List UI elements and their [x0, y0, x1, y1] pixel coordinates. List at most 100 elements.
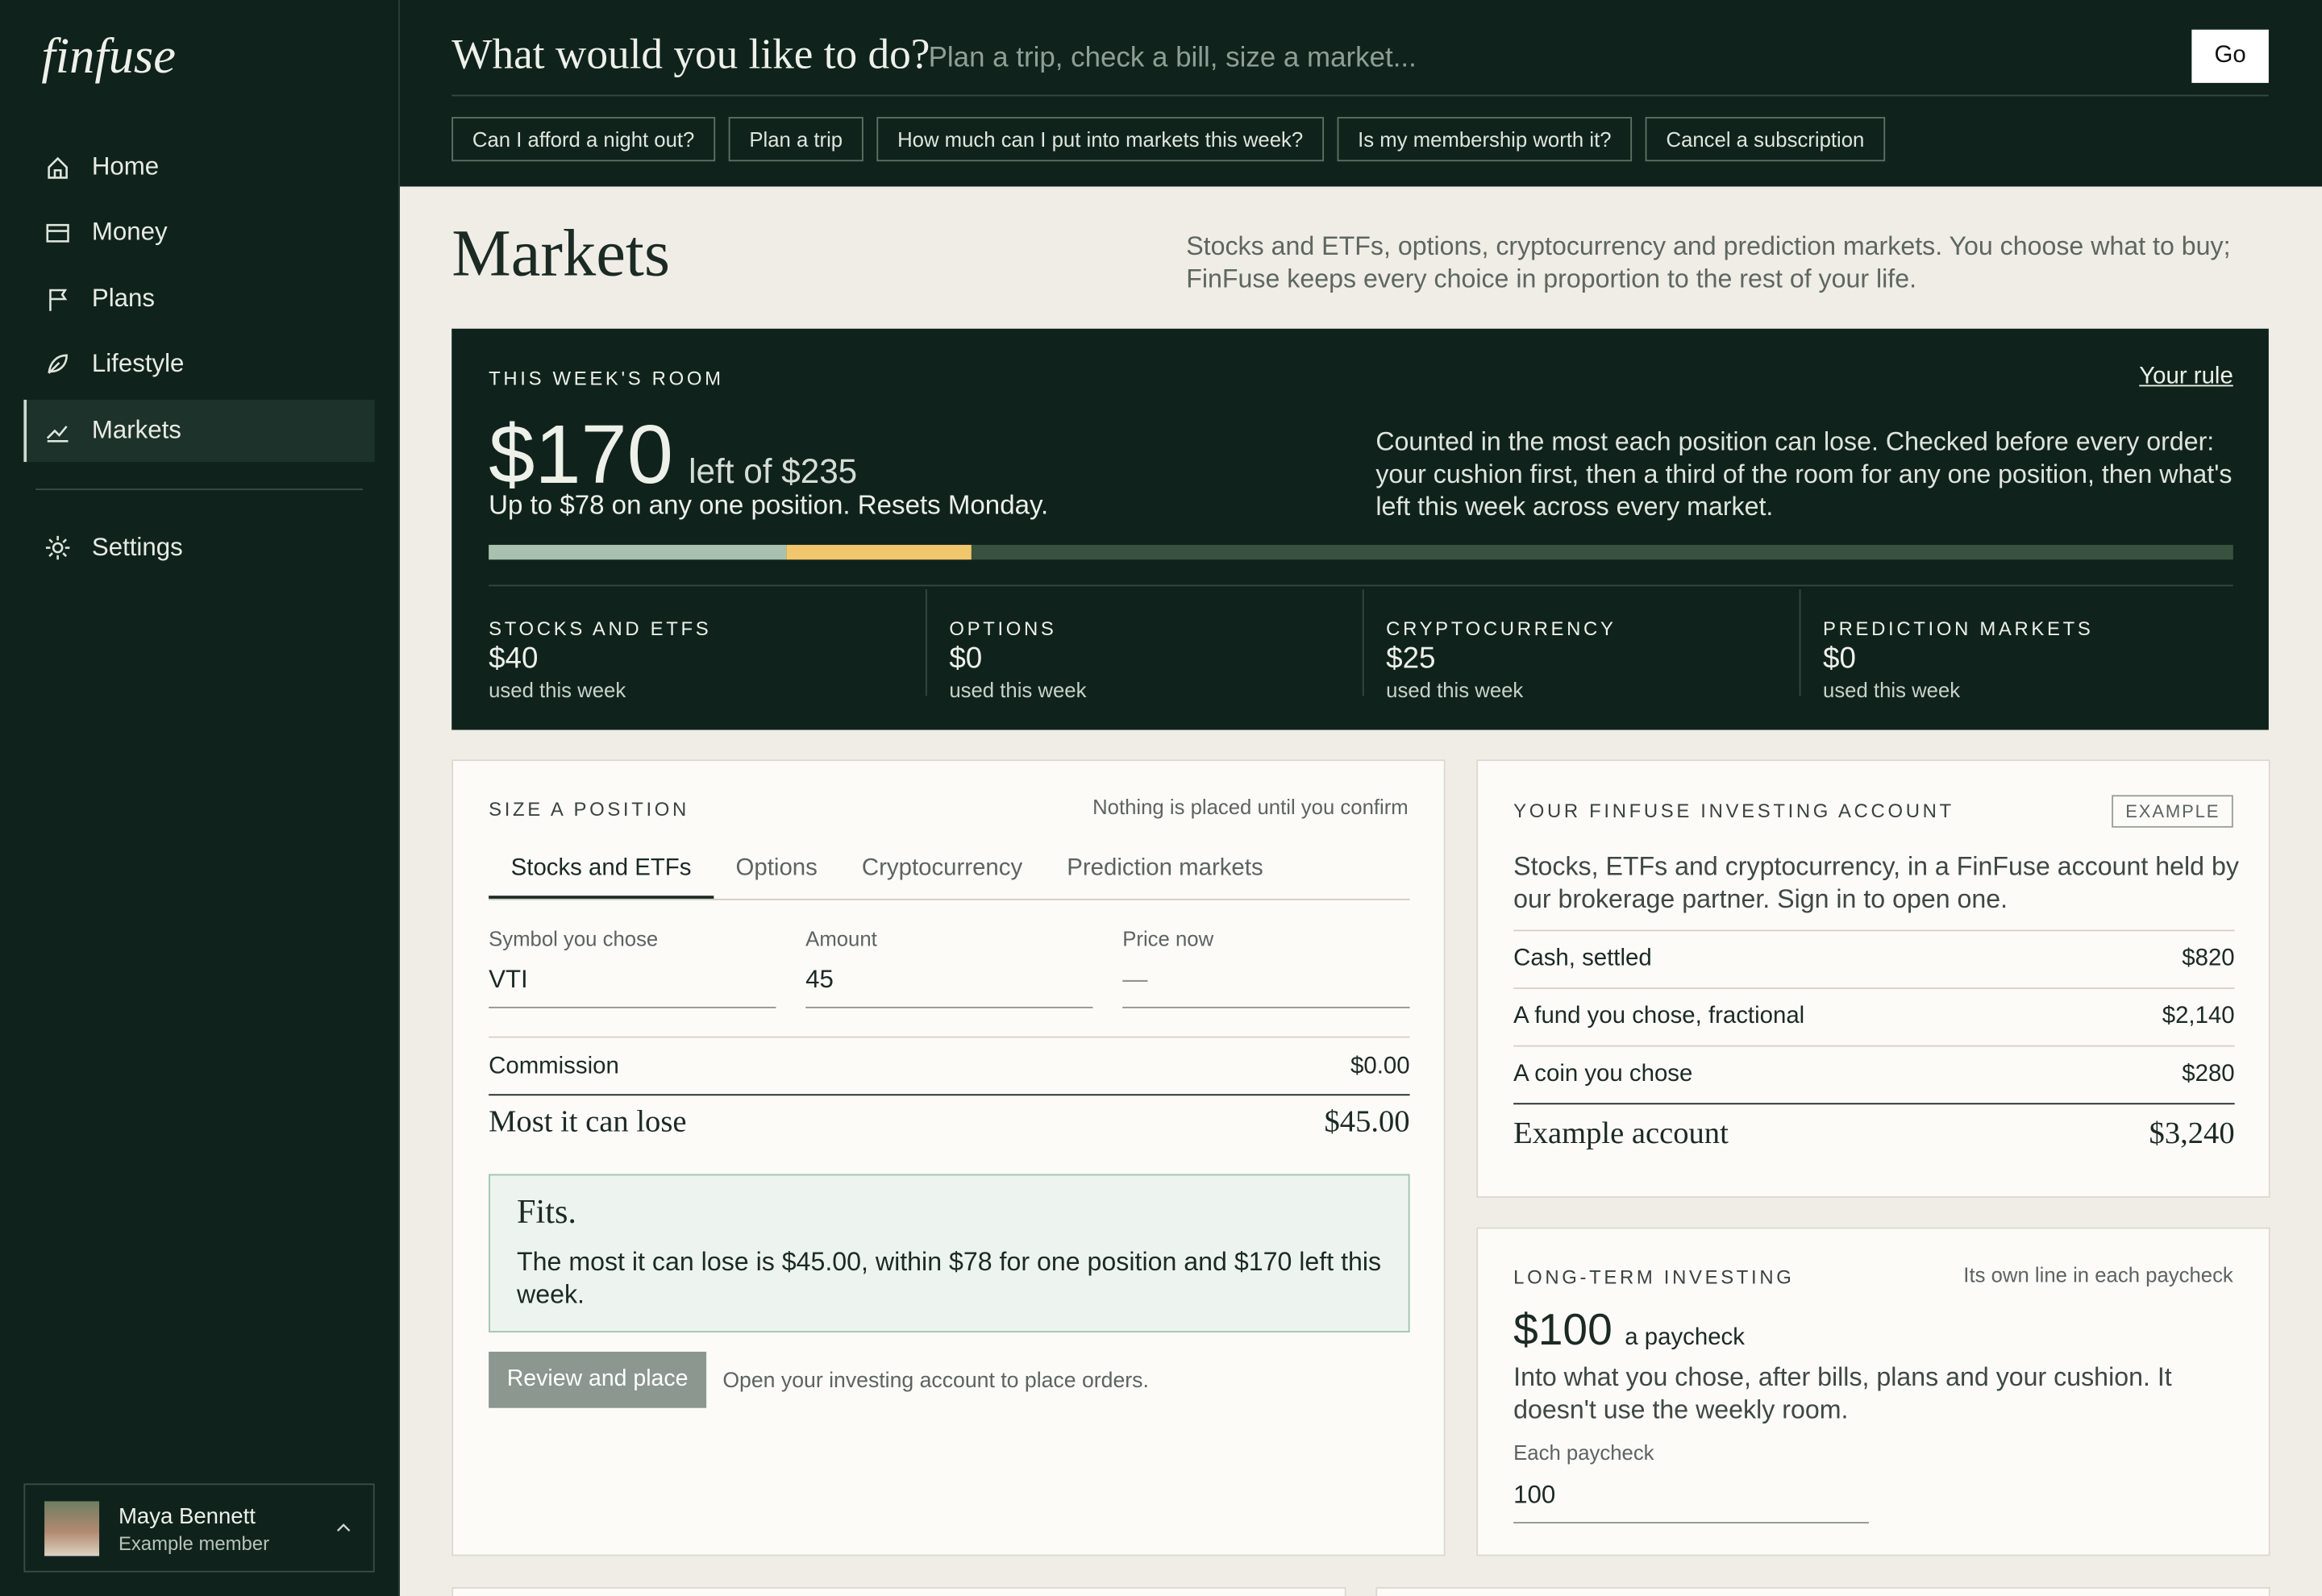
sidebar: finfuse Maya Bennett Example member Home…: [0, 0, 400, 1596]
nav-icon: [46, 223, 69, 243]
nav-icon: [48, 354, 68, 374]
longterm-label: LONG-TERM INVESTING: [1513, 1266, 1795, 1288]
suggestion-chip[interactable]: Plan a trip: [728, 117, 863, 162]
nav-item[interactable]: Plans: [23, 268, 374, 330]
logo[interactable]: finfuse: [41, 29, 176, 85]
account-row: A fund you chose, fractional $2,140: [1513, 987, 2235, 1045]
account-card: YOUR FINFUSE INVESTING ACCOUNT EXAMPLE S…: [1476, 759, 2270, 1198]
room-link[interactable]: Your rule: [2139, 364, 2233, 390]
suggestion-chip[interactable]: Cancel a subscription: [1645, 117, 1886, 162]
nav-item[interactable]: Money: [23, 202, 374, 264]
field: Symbol you chose VTI: [489, 927, 776, 1008]
most-label: Most it can lose: [489, 1103, 687, 1139]
room-left: $170 left of $235: [489, 405, 857, 501]
page-intro: Stocks and ETFs, options, cryptocurrency…: [1186, 231, 2231, 293]
longterm-note: Its own line in each paycheck: [1963, 1262, 2233, 1287]
nav-item[interactable]: Home: [23, 136, 374, 198]
user-role: Example member: [118, 1532, 270, 1555]
market-column: CRYPTOCURRENCY $25 used this week: [1362, 589, 1800, 702]
tab[interactable]: Options: [735, 855, 818, 881]
tab[interactable]: Prediction markets: [1067, 855, 1263, 881]
nav-label: Lifestyle: [91, 349, 185, 378]
nav-icon: [48, 156, 68, 179]
room-bar: [489, 544, 2233, 560]
row-label: Cash, settled: [1513, 946, 1652, 971]
longterm-amount: $100: [1513, 1306, 1612, 1355]
room-label: THIS WEEK'S ROOM: [489, 367, 724, 390]
size-label: SIZE A POSITION: [489, 798, 689, 821]
market-amount: $0: [1823, 642, 1856, 675]
account-total: Example account $3,240: [1513, 1115, 2234, 1152]
place-button[interactable]: Review and place: [489, 1351, 707, 1408]
suggestion-chip[interactable]: How much can I put into markets this wee…: [876, 117, 1324, 162]
room-amount: $170: [489, 407, 673, 501]
most-value: $45.00: [1324, 1103, 1410, 1139]
suggestion-chip[interactable]: Can I afford a night out?: [452, 117, 716, 162]
nav-label: Markets: [91, 416, 181, 445]
nav-item[interactable]: Lifestyle: [23, 333, 374, 395]
next-card: [1375, 1586, 2270, 1596]
longterm-text: Into what you chose, after bills, plans …: [1513, 1361, 2172, 1424]
nav-item[interactable]: Markets: [23, 399, 375, 463]
account-label: YOUR FINFUSE INVESTING ACCOUNT: [1513, 799, 1954, 822]
field-input[interactable]: —: [1122, 966, 1410, 1008]
account-rows: Cash, settled $820 A fund you chose, fract…: [1513, 929, 2235, 1152]
commission-value: $0.00: [1350, 1054, 1410, 1079]
market-column: STOCKS AND ETFS $40 used this week: [489, 589, 926, 702]
suggestions: Can I afford a night out? Plan a trip How …: [452, 117, 1898, 162]
ask-divider: [452, 94, 2269, 97]
market-amount: $0: [949, 642, 983, 675]
account-row: Cash, settled $820: [1513, 929, 2235, 987]
nav-label: Settings: [91, 533, 183, 562]
nav-item[interactable]: Settings: [23, 517, 374, 579]
row-value: $2,140: [2162, 1004, 2235, 1029]
page-title: Markets: [452, 216, 671, 291]
fits-box: Fits. The most it can lose is $45.00, wi…: [489, 1174, 1410, 1333]
ask-input[interactable]: Plan a trip, check a bill, size a market…: [928, 43, 1417, 74]
market-column: OPTIONS $0 used this week: [925, 589, 1363, 702]
field-label: Price now: [1122, 926, 1214, 951]
field-label: Symbol you chose: [489, 926, 659, 951]
fits-title: Fits.: [517, 1193, 577, 1231]
market-amount: $40: [489, 642, 539, 675]
nav-icon: [46, 426, 69, 443]
market-name: CRYPTOCURRENCY: [1386, 617, 1617, 640]
field-input[interactable]: 45: [805, 966, 1093, 1008]
go-button[interactable]: Go: [2191, 29, 2269, 83]
market-name: OPTIONS: [949, 617, 1057, 640]
tabs: Stocks and ETFs Options Cryptocurrency Pred…: [489, 847, 1410, 900]
next-card: [452, 1586, 1346, 1596]
user-menu[interactable]: Maya Bennett Example member: [23, 1483, 375, 1573]
place-note: Open your investing account to place ord…: [722, 1369, 1149, 1394]
longterm-input[interactable]: 100: [1513, 1481, 1869, 1524]
nav-icon: [45, 535, 70, 560]
market-note: used this week: [949, 678, 1087, 702]
row-value: $820: [2182, 946, 2235, 971]
nav-label: Money: [91, 218, 168, 246]
chevron: [336, 1523, 351, 1532]
market-note: used this week: [1386, 678, 1524, 702]
suggestion-chip[interactable]: Is my membership worth it?: [1337, 117, 1633, 162]
field-input[interactable]: VTI: [489, 966, 776, 1008]
bar-remaining: [971, 544, 2233, 560]
row-label: A fund you chose, fractional: [1513, 1004, 1805, 1029]
market-name: PREDICTION MARKETS: [1823, 617, 2094, 640]
longterm-unit: a paycheck: [1625, 1324, 1745, 1351]
ask-prompt: What would you like to do?: [452, 31, 930, 79]
nav-divider: [35, 488, 364, 490]
bar-segment: [489, 544, 786, 560]
ask-bar: What would you like to do? Plan a trip, …: [399, 0, 2322, 187]
tab[interactable]: Stocks and ETFs: [489, 847, 714, 899]
room-description: Counted in the most each position can lo…: [1375, 426, 2233, 522]
commission-label: Commission: [489, 1054, 619, 1079]
market-amount: $25: [1386, 642, 1436, 675]
market-note: used this week: [489, 678, 626, 702]
tab[interactable]: Cryptocurrency: [861, 855, 1023, 881]
field: Price now —: [1122, 926, 1410, 1008]
user-name: Maya Bennett: [118, 1504, 256, 1530]
fits-text: The most it can lose is $45.00, within $…: [517, 1246, 1382, 1309]
field-label: Amount: [805, 926, 877, 951]
nav-label: Home: [91, 152, 160, 181]
